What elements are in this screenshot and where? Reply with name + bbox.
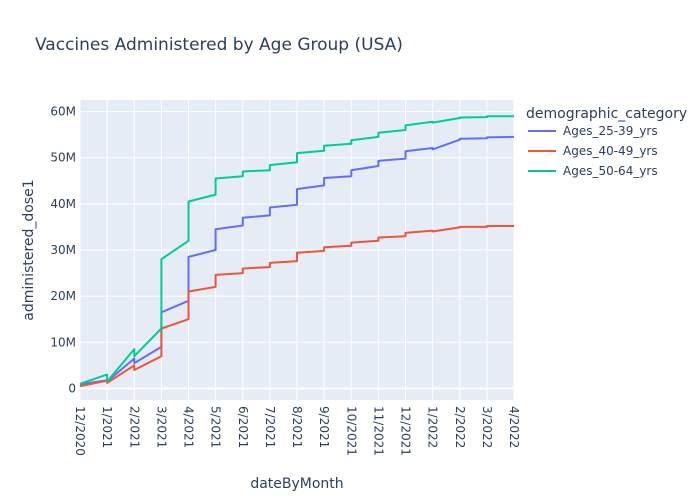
chart-title: Vaccines Administered by Age Group (USA) — [35, 35, 403, 55]
series-lines — [79, 115, 515, 388]
x-tick-label: 7/2021 — [263, 406, 277, 448]
x-tick-label: 1/2022 — [426, 406, 440, 448]
y-tick-label: 20M — [50, 289, 76, 303]
y-tick-labels: 0 10M 20M 30M 40M 50M 60M — [50, 105, 76, 396]
x-tick-label: 12/2020 — [73, 406, 87, 456]
series-line-2 — [79, 225, 514, 388]
y-tick-label: 60M — [50, 105, 76, 119]
x-tick-label: 3/2021 — [154, 406, 168, 448]
x-tick-label: 6/2021 — [236, 406, 250, 448]
x-tick-label: 5/2021 — [209, 406, 223, 448]
x-tick-label: 10/2021 — [344, 406, 358, 456]
legend: demographic_category Ages_25-39_yrs Ages_… — [526, 106, 687, 178]
y-axis-title: administered_dose1 — [21, 179, 37, 320]
x-tick-label: 3/2022 — [480, 406, 494, 448]
x-tick-label: 9/2021 — [317, 406, 331, 448]
x-tick-label: 2/2021 — [127, 406, 141, 448]
x-tick-label: 8/2021 — [290, 406, 304, 448]
x-tick-label: 1/2021 — [100, 406, 114, 448]
legend-title: demographic_category — [526, 106, 687, 122]
legend-label[interactable]: Ages_40-49_yrs — [563, 144, 658, 158]
y-tick-label: 10M — [50, 335, 76, 349]
x-tick-labels: 12/2020 1/2021 2/2021 3/2021 4/2021 5/2021 6/2… — [73, 406, 521, 456]
x-tick-label: 2/2022 — [453, 406, 467, 448]
y-tick-label: 30M — [50, 243, 76, 257]
series-line-3 — [79, 115, 514, 385]
y-tick-label: 40M — [50, 197, 76, 211]
y-tick-label: 0 — [68, 381, 76, 395]
x-tick-label: 11/2021 — [371, 406, 385, 456]
x-axis-title: dateByMonth — [250, 476, 343, 492]
x-tick-label: 12/2021 — [399, 406, 413, 456]
x-tick-label: 4/2021 — [182, 406, 196, 448]
legend-label[interactable]: Ages_50-64_yrs — [563, 164, 658, 178]
x-tick-label: 4/2022 — [507, 406, 521, 448]
y-tick-label: 50M — [50, 151, 76, 165]
legend-label[interactable]: Ages_25-39_yrs — [563, 124, 658, 138]
